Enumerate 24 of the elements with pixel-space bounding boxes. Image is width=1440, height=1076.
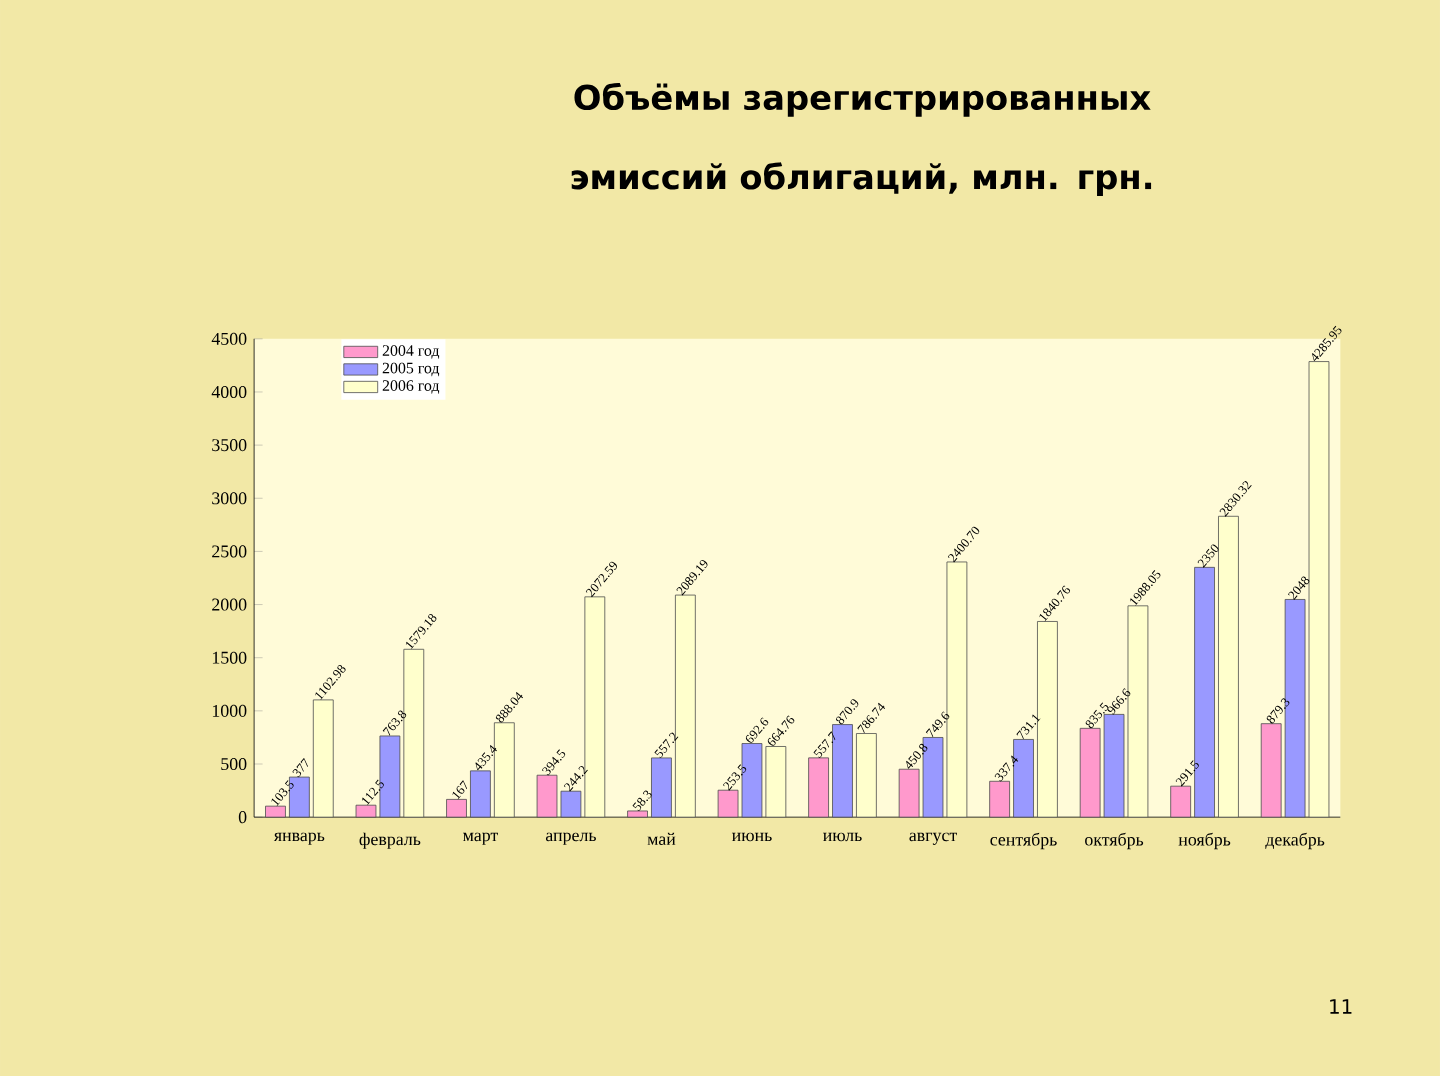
x-tick-label: май [647, 832, 676, 845]
x-tick-label: август [909, 832, 957, 845]
x-tick-label: июнь [731, 832, 772, 842]
x-tick-label: ноябрь [1178, 832, 1231, 850]
y-tick-label: 3000 [212, 492, 247, 505]
x-tick-label: март [463, 832, 498, 845]
y-tick-label: 1000 [212, 704, 247, 717]
y-tick-label: 1500 [212, 651, 247, 664]
x-tick-label: январь [273, 832, 325, 845]
x-tick-label: июль [823, 832, 862, 842]
y-tick-label: 0 [238, 810, 247, 824]
x-tick-label: сентябрь [990, 832, 1057, 850]
y-tick-label: 2500 [212, 545, 247, 558]
y-tick-label: 500 [221, 757, 247, 770]
text: 11 [1330, 999, 1352, 1014]
x-tick-label: апрель [545, 832, 596, 845]
x-tick-label: февраль [359, 832, 421, 849]
y-tick-label: 4000 [211, 385, 247, 398]
x-tick-label: декабрь [1265, 832, 1325, 850]
y-tick-label: 4500 [211, 332, 247, 345]
y-tick-label: 3500 [212, 438, 247, 452]
y-tick-label: 2000 [212, 598, 247, 611]
x-tick-label: октябрь [1085, 832, 1144, 850]
chart-title: Объёмы зарегистрированных эмиссий облигаций, млн. грн. [571, 82, 1152, 196]
